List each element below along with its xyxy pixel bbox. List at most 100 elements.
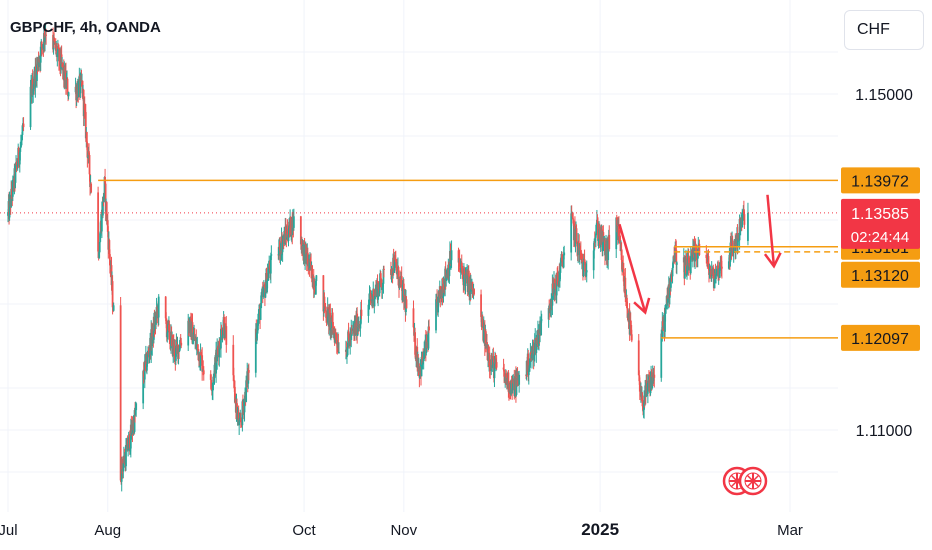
candle-body bbox=[629, 320, 632, 325]
candle-body bbox=[220, 328, 223, 330]
candle-body bbox=[495, 362, 498, 368]
candle-body bbox=[328, 309, 331, 313]
candle-body bbox=[39, 46, 42, 63]
candle-body bbox=[311, 265, 314, 282]
candle-body bbox=[554, 283, 557, 290]
candle-body bbox=[127, 448, 130, 451]
candle-body bbox=[309, 258, 311, 269]
candle-body bbox=[458, 258, 461, 267]
candle-body bbox=[510, 379, 512, 395]
candle-body bbox=[638, 375, 641, 382]
candle-body bbox=[737, 239, 739, 246]
candle-body bbox=[696, 253, 699, 259]
candle-body bbox=[315, 275, 318, 281]
candle-body bbox=[215, 349, 218, 374]
candle-body bbox=[10, 188, 13, 207]
candle-body bbox=[232, 344, 235, 376]
candle-body bbox=[502, 367, 505, 370]
candle-body bbox=[284, 227, 287, 245]
level-label-box bbox=[841, 261, 920, 288]
level-label: 1.13120 bbox=[851, 268, 909, 285]
candle-body bbox=[104, 183, 107, 212]
candle-body bbox=[630, 334, 633, 341]
candle-body bbox=[419, 375, 421, 378]
candle-body bbox=[562, 255, 565, 268]
candle-body bbox=[212, 376, 215, 383]
candle-body bbox=[165, 318, 168, 324]
candle-body bbox=[222, 327, 224, 336]
candle-body bbox=[596, 219, 599, 223]
candle-body bbox=[689, 256, 692, 274]
chart-title: GBPCHF, 4h, OANDA bbox=[10, 19, 161, 36]
candle-body bbox=[559, 272, 561, 282]
time-axis-background bbox=[0, 512, 838, 550]
candle-body bbox=[169, 340, 171, 342]
candle-body bbox=[653, 374, 656, 378]
candle-body bbox=[18, 151, 21, 165]
candle-body bbox=[629, 320, 632, 335]
candle-body bbox=[527, 371, 530, 376]
candle-body bbox=[121, 458, 124, 470]
candle-body bbox=[237, 411, 240, 426]
price-axis[interactable]: 1.150001.110001.139721.131811.131201.120… bbox=[838, 0, 932, 550]
candle-body bbox=[165, 323, 168, 338]
candle-body bbox=[597, 238, 600, 241]
candle-body bbox=[21, 134, 23, 141]
candle-body bbox=[646, 382, 649, 394]
candle-body bbox=[7, 212, 9, 216]
candle-body bbox=[126, 439, 129, 451]
candle-body bbox=[254, 328, 257, 373]
candle-body bbox=[86, 143, 89, 158]
candle-body bbox=[485, 343, 488, 349]
candle-body bbox=[57, 46, 60, 49]
candle-body bbox=[90, 183, 93, 193]
candle-body bbox=[513, 389, 516, 396]
candle-body bbox=[301, 239, 303, 252]
candle-body bbox=[422, 359, 425, 362]
candle-body bbox=[531, 353, 533, 359]
candle-body bbox=[264, 288, 267, 298]
time-tick-label: Oct bbox=[292, 522, 316, 539]
arrow-head-1 bbox=[763, 252, 782, 269]
candle-body bbox=[218, 341, 221, 346]
candle-body bbox=[105, 202, 108, 221]
candle-body bbox=[262, 284, 265, 291]
candle-body bbox=[642, 406, 644, 412]
candle-body bbox=[167, 320, 170, 325]
candle-body bbox=[269, 255, 272, 274]
candle-body bbox=[578, 243, 581, 256]
candle-body bbox=[80, 75, 83, 82]
level-label: 1.13972 bbox=[851, 173, 909, 190]
candle-body bbox=[164, 296, 167, 319]
candle-body bbox=[392, 257, 395, 272]
candle-body bbox=[368, 299, 370, 305]
candle-body bbox=[572, 219, 575, 224]
candle-body bbox=[187, 320, 190, 346]
candle-body bbox=[131, 424, 134, 433]
candle-body bbox=[16, 163, 19, 167]
candle-body bbox=[443, 289, 446, 291]
candle-body bbox=[637, 340, 640, 376]
candle-body bbox=[200, 352, 202, 355]
candle-body bbox=[324, 306, 327, 311]
candle-body bbox=[15, 162, 18, 166]
candle-body bbox=[66, 78, 69, 95]
candle-body bbox=[53, 37, 56, 42]
candle-body bbox=[333, 329, 336, 334]
candle-body bbox=[743, 214, 746, 225]
candle-body bbox=[675, 249, 678, 265]
candle-body bbox=[615, 217, 618, 250]
currency-button[interactable]: CHF bbox=[844, 10, 924, 50]
candle-body bbox=[414, 354, 417, 360]
candle-body bbox=[195, 337, 198, 349]
candle-body bbox=[708, 264, 710, 275]
candle-body bbox=[592, 250, 595, 271]
candle-body bbox=[540, 319, 543, 321]
candle-body bbox=[378, 283, 381, 294]
time-axis[interactable]: Jul Aug Oct Nov 2025 Mar bbox=[0, 512, 838, 550]
candle-body bbox=[347, 331, 349, 348]
candle-body bbox=[356, 326, 359, 336]
candle-body bbox=[486, 343, 489, 361]
candle-body bbox=[79, 76, 82, 94]
